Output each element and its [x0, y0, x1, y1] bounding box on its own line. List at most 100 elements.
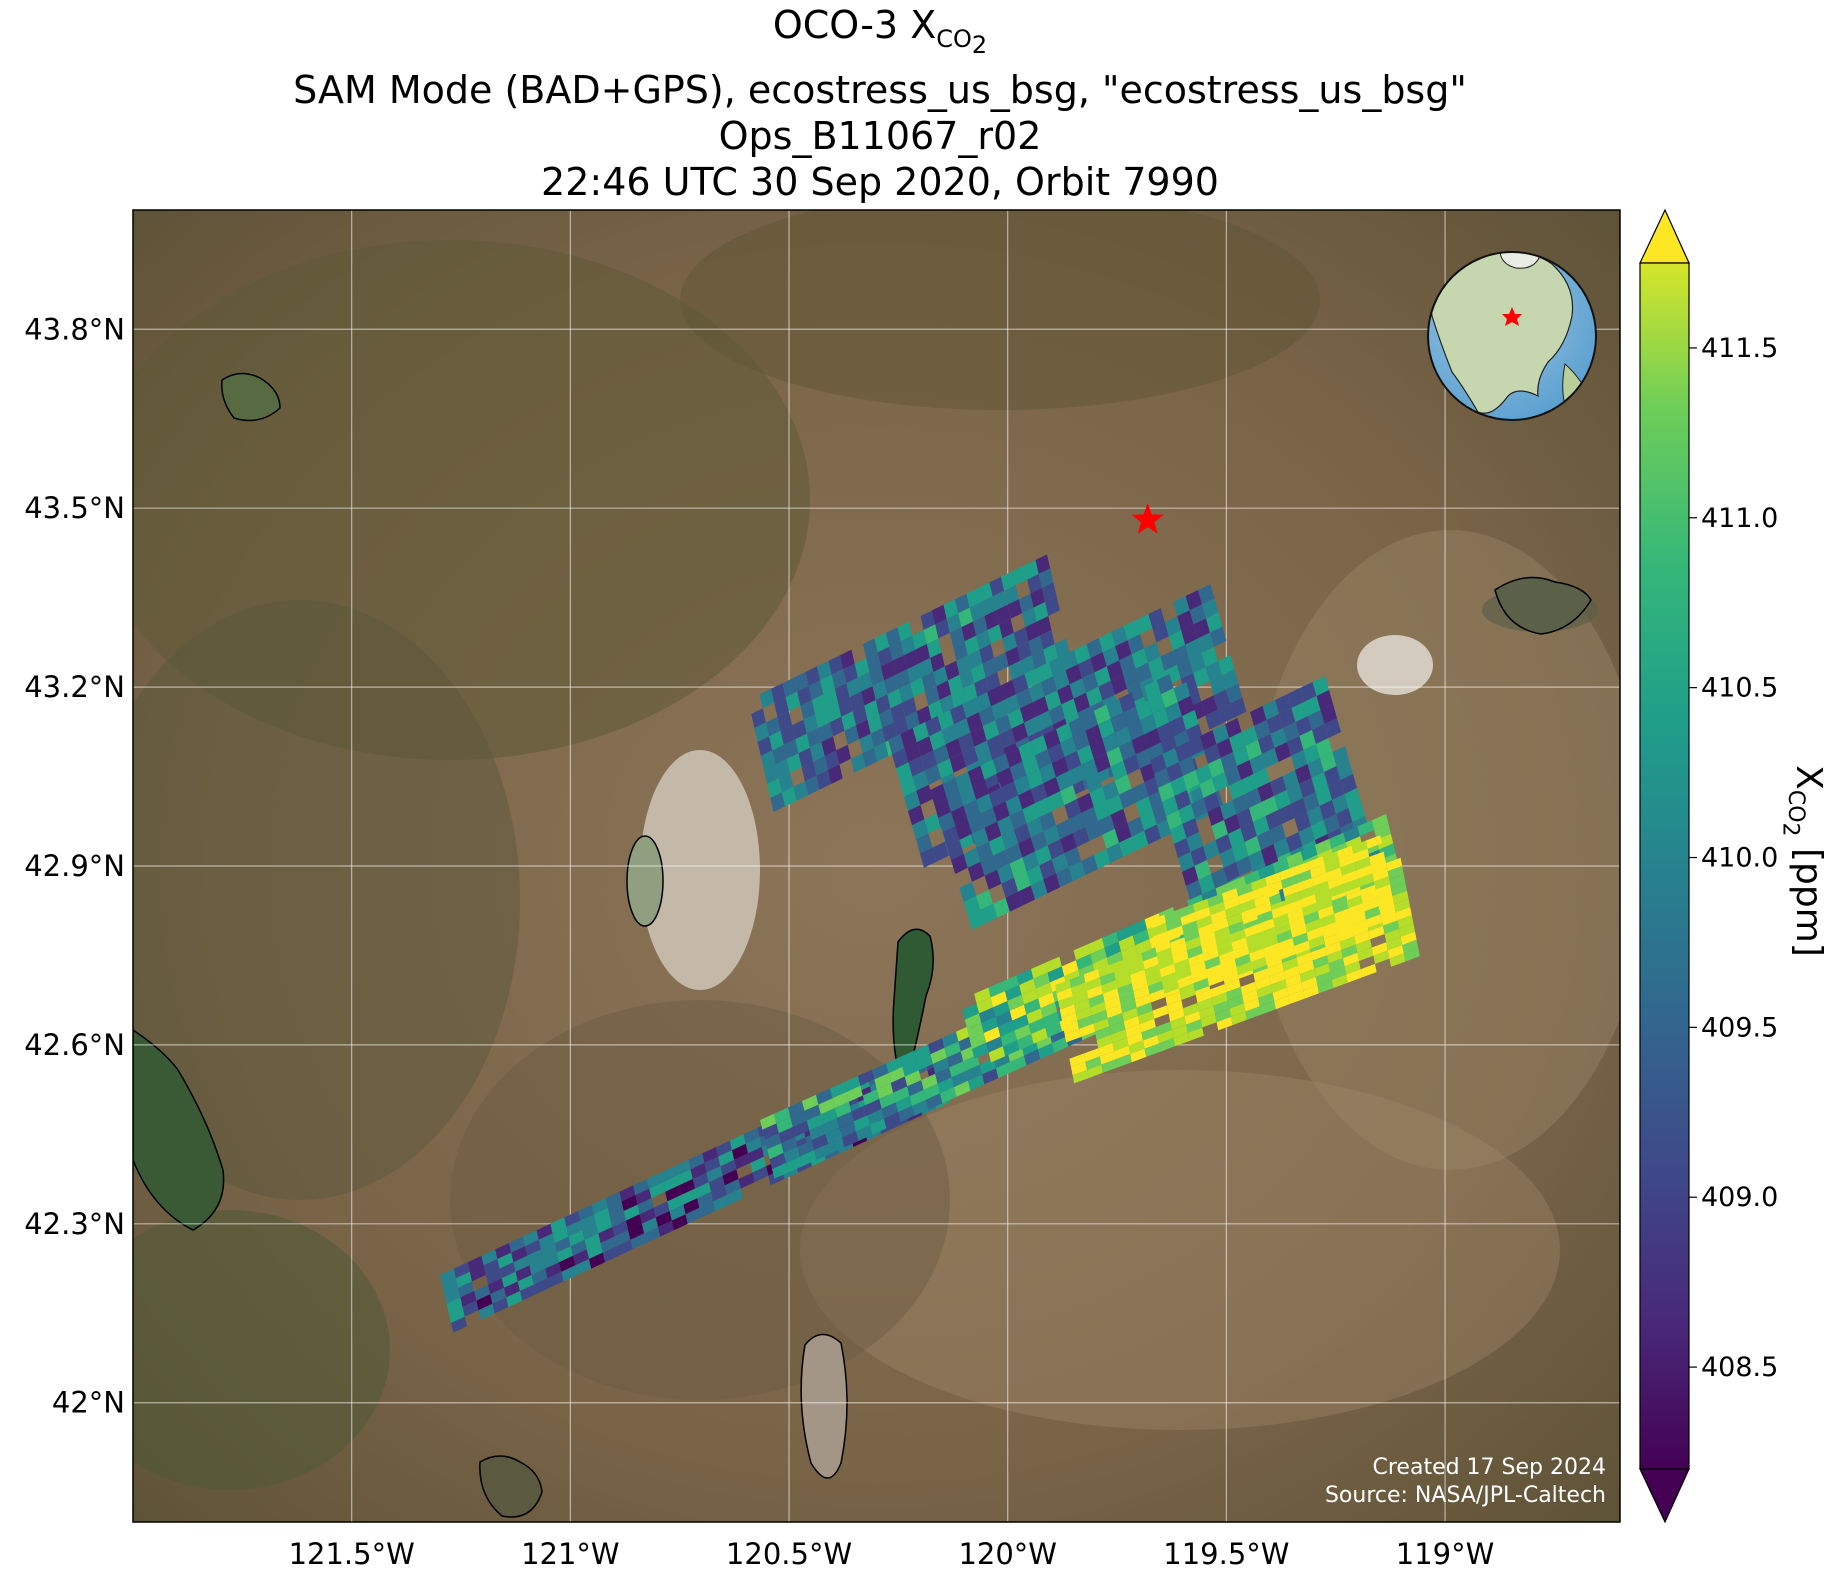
sounding-pixel [1274, 742, 1291, 762]
sounding-pixel [1236, 856, 1253, 876]
sounding-pixel [1199, 1005, 1215, 1020]
sounding-pixel [1096, 1034, 1113, 1049]
sounding-pixel [806, 728, 822, 748]
sounding-pixel [940, 1087, 957, 1104]
sounding-pixel [1098, 814, 1115, 835]
sounding-pixel [951, 688, 966, 709]
sounding-pixel [963, 895, 981, 916]
sounding-pixel [1173, 596, 1190, 617]
sounding-pixel [1241, 774, 1258, 794]
sounding-pixel [1294, 940, 1310, 955]
sounding-pixel [1193, 618, 1210, 639]
sounding-pixel [1091, 1010, 1108, 1024]
sounding-pixel [777, 711, 793, 731]
sounding-pixel [1083, 1048, 1100, 1062]
sounding-pixel [1011, 722, 1028, 743]
sounding-pixel [1053, 670, 1070, 691]
sounding-pixel [1292, 932, 1309, 947]
sounding-pixel [676, 1169, 693, 1186]
sounding-pixel [667, 1195, 684, 1211]
sounding-pixel [1303, 910, 1320, 925]
sounding-pixel [1081, 806, 1098, 827]
sounding-pixel [591, 1198, 608, 1215]
sounding-pixel [1285, 974, 1302, 988]
sounding-pixel [1332, 746, 1349, 766]
sounding-pixel [1028, 635, 1044, 656]
sounding-pixel [1056, 771, 1073, 792]
sounding-pixel [888, 734, 905, 755]
sounding-pixel [718, 1150, 735, 1167]
sounding-pixel [1290, 798, 1307, 818]
sounding-pixel [837, 1111, 854, 1128]
sounding-pixel [488, 1278, 504, 1295]
sounding-pixel [1060, 833, 1077, 854]
sounding-pixel [1069, 974, 1086, 988]
sounding-pixel [1152, 1005, 1169, 1019]
sounding-pixel [1223, 896, 1240, 910]
sounding-pixel [1159, 1038, 1175, 1052]
sounding-pixel [881, 1102, 898, 1119]
sounding-pixel [1102, 828, 1119, 849]
sounding-pixel [1255, 976, 1271, 990]
sounding-pixel [1110, 760, 1128, 781]
sounding-pixel [1135, 796, 1153, 817]
sounding-pixel [946, 613, 962, 633]
sounding-pixel [1260, 926, 1277, 941]
sounding-pixel [1149, 988, 1166, 1003]
sounding-pixel [578, 1204, 594, 1221]
sounding-pixel [1276, 929, 1293, 944]
sounding-pixel [754, 722, 770, 742]
sounding-pixel [939, 694, 955, 714]
sounding-pixel [1324, 766, 1341, 786]
sounding-pixel [1403, 948, 1420, 962]
sounding-pixel [1002, 1040, 1020, 1057]
sounding-pixel [1191, 798, 1208, 818]
sounding-pixel [893, 716, 909, 737]
sounding-pixel [716, 1140, 732, 1157]
sounding-pixel [1212, 724, 1229, 744]
sounding-pixel [921, 672, 937, 692]
sounding-pixel [764, 1133, 782, 1150]
sounding-pixel [616, 1239, 633, 1256]
sounding-pixel [1009, 809, 1027, 830]
sounding-pixel [912, 819, 929, 840]
sounding-pixel [1119, 654, 1136, 675]
sounding-pixel [1022, 755, 1040, 776]
sounding-pixel [1369, 851, 1386, 866]
sounding-pixel [937, 710, 954, 731]
sounding-pixel [1207, 806, 1224, 826]
sounding-pixel [1086, 638, 1103, 659]
sounding-pixel [900, 728, 917, 749]
sounding-pixel [1148, 694, 1166, 715]
sounding-pixel [988, 787, 1006, 808]
sounding-pixel [1335, 916, 1352, 931]
sounding-pixel [984, 610, 1000, 630]
sounding-pixel [1224, 814, 1241, 834]
sounding-pixel [920, 847, 937, 868]
sounding-pixel [1043, 873, 1061, 894]
sounding-pixel [623, 1204, 640, 1221]
sounding-pixel [1143, 956, 1159, 970]
sounding-pixel [1098, 1042, 1115, 1057]
sounding-pixel [663, 1175, 679, 1192]
sounding-pixel [1354, 856, 1371, 871]
sounding-pixel [882, 722, 897, 742]
sounding-pixel [683, 1198, 700, 1215]
sounding-pixel [1254, 894, 1270, 908]
sounding-pixel [1085, 977, 1102, 991]
sounding-pixel [1386, 857, 1403, 872]
sounding-pixel [594, 1207, 610, 1224]
sounding-pixel [820, 1108, 838, 1125]
sounding-pixel [794, 672, 809, 692]
sounding-pixel [1210, 909, 1227, 924]
sounding-pixel [1270, 728, 1287, 748]
sounding-pixel [1271, 979, 1287, 993]
sounding-pixel [711, 1185, 727, 1202]
sounding-pixel [956, 655, 971, 675]
sounding-pixel [1377, 892, 1394, 907]
sounding-pixel [965, 1064, 982, 1081]
sounding-pixel [1208, 758, 1225, 778]
sounding-pixel [1022, 851, 1040, 872]
sounding-pixel [1242, 989, 1259, 1004]
sounding-pixel [1024, 1049, 1041, 1066]
